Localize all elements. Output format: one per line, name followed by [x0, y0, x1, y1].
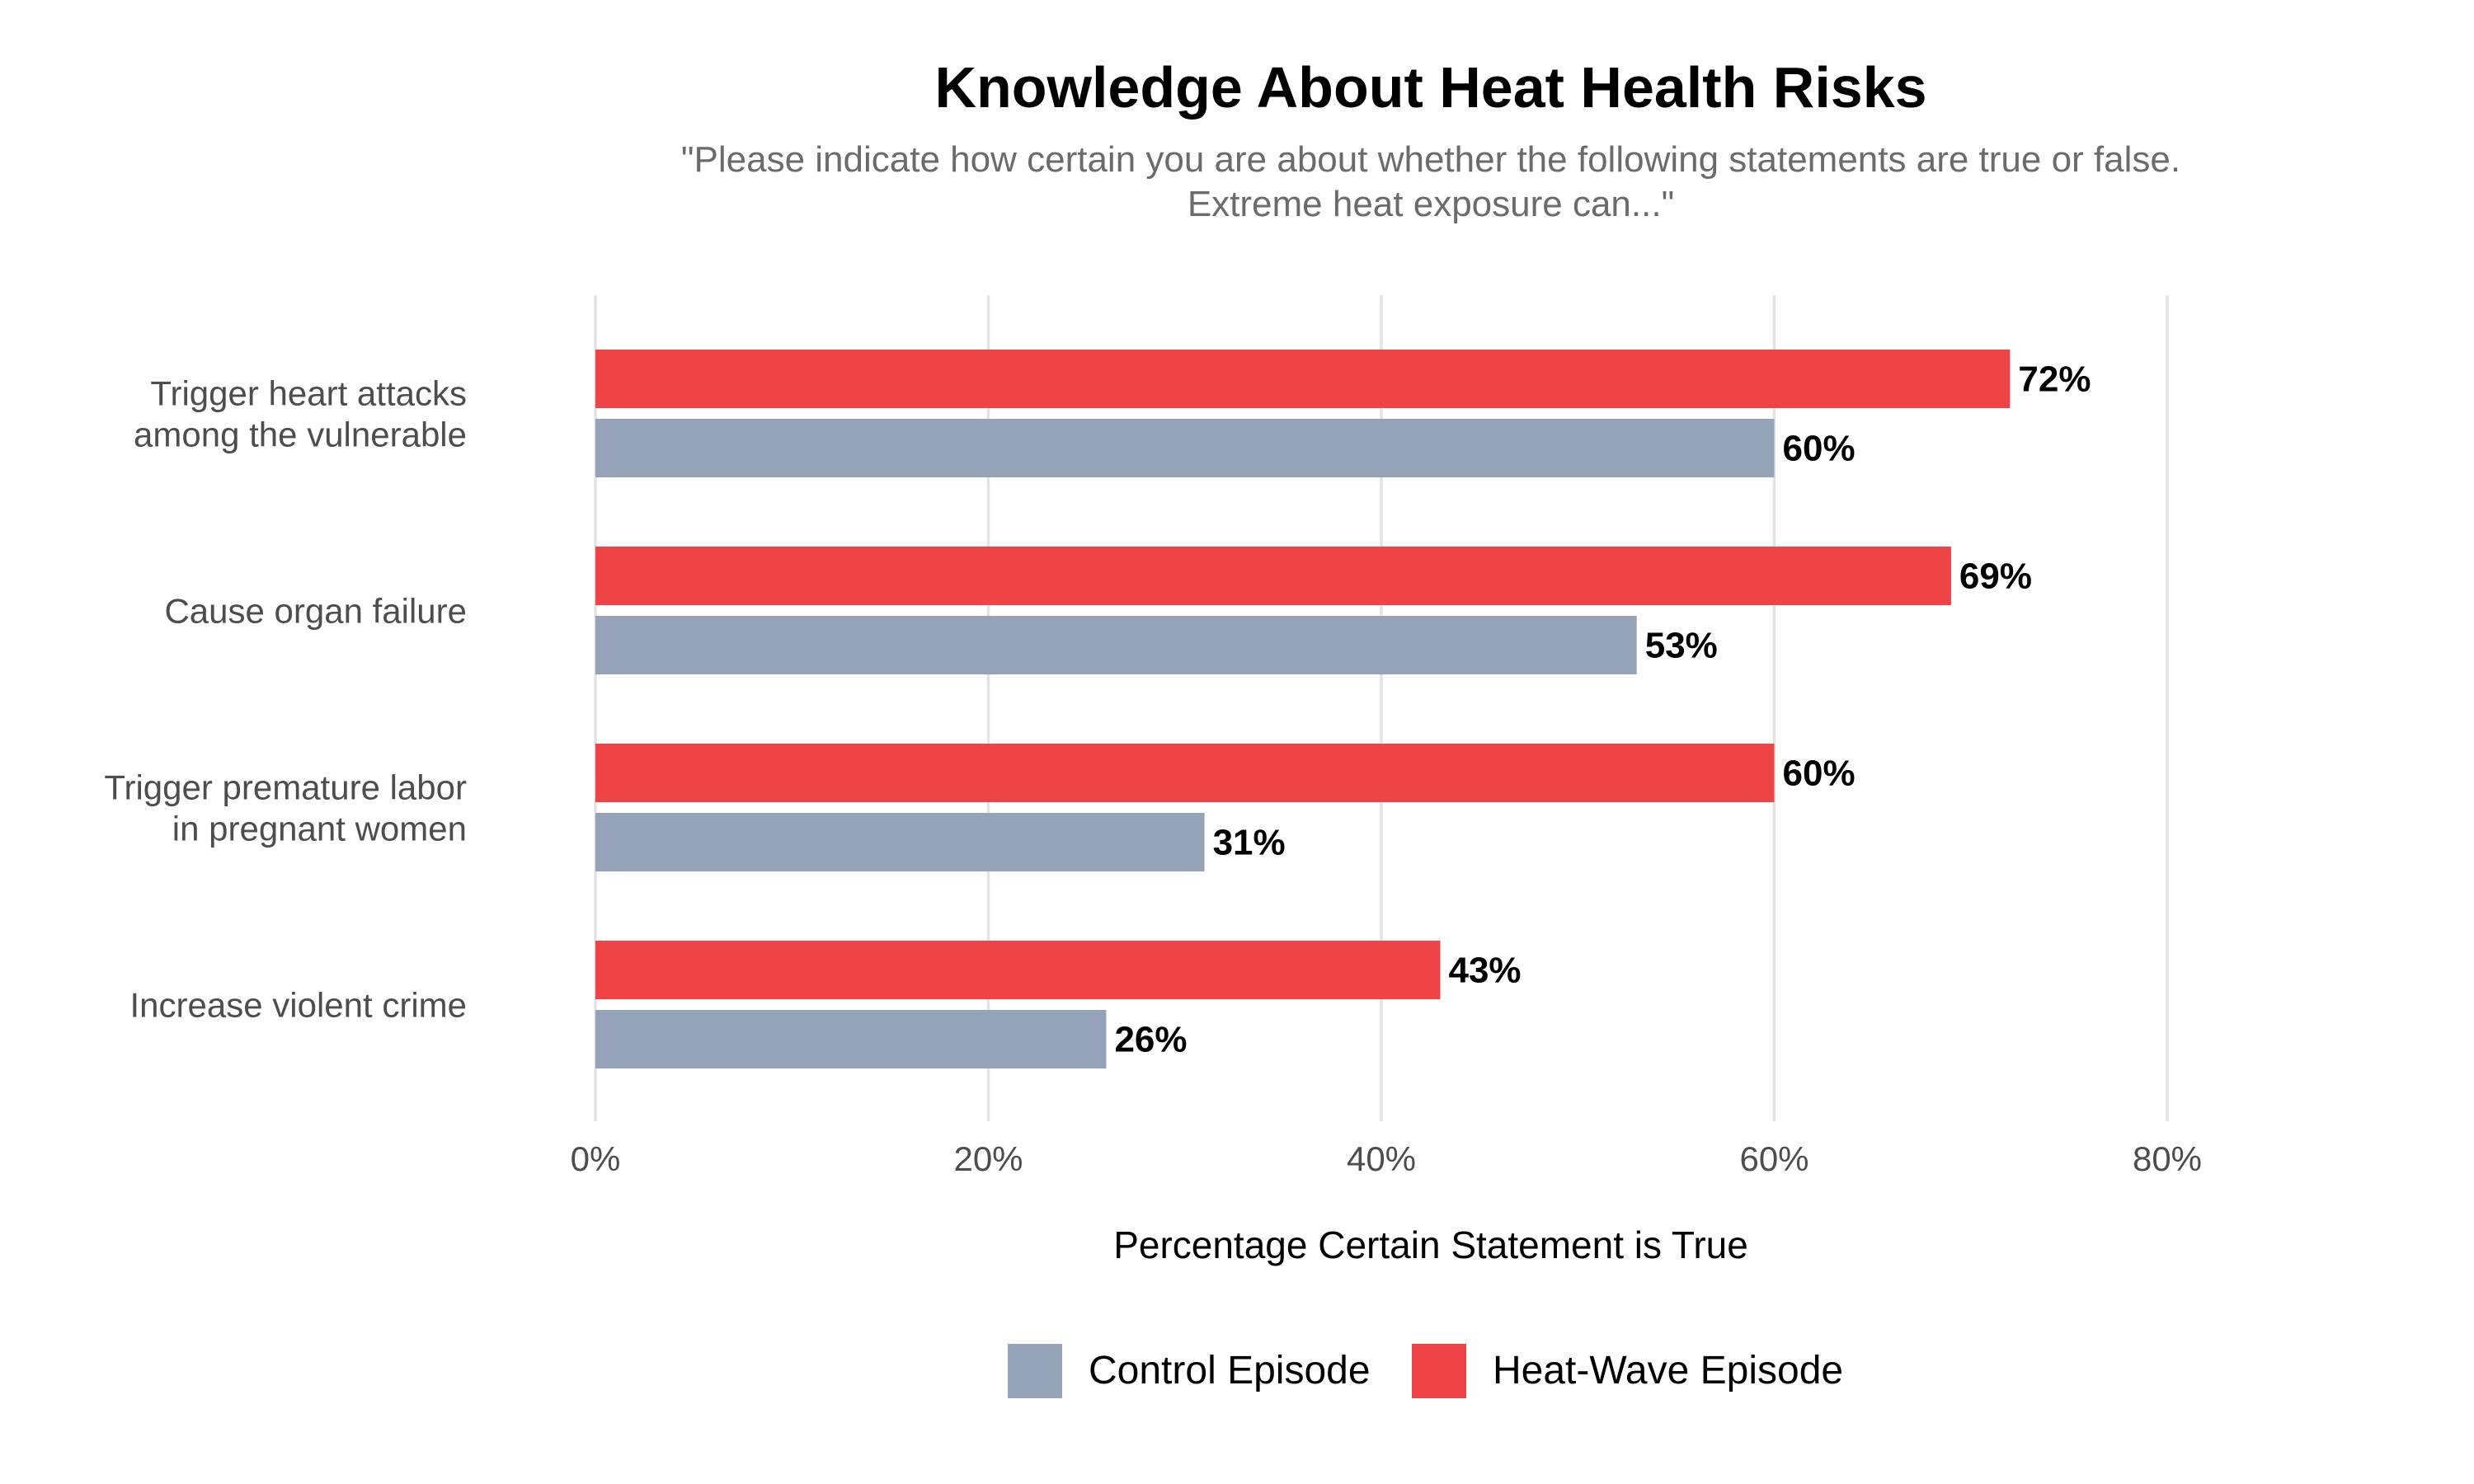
- bar-control-3: [595, 813, 1205, 871]
- legend-swatch-heat-wave: [1412, 1344, 1466, 1398]
- legend-label-control: Control Episode: [1089, 1349, 1371, 1392]
- x-tick-label: 20%: [953, 1139, 1023, 1178]
- bar-heat-wave-4: [595, 941, 1441, 999]
- data-label: 69%: [1959, 556, 2032, 597]
- legend-label-heat-wave: Heat-Wave Episode: [1493, 1349, 1843, 1392]
- data-label: 60%: [1783, 754, 1856, 794]
- bar-control-2: [595, 616, 1637, 674]
- data-labels: 72% 60% 69% 53% 60% 31% 43% 26%: [1114, 359, 2091, 1060]
- x-tick-labels: 0% 20% 40% 60% 80%: [571, 1139, 2202, 1178]
- legend-swatch-control: [1008, 1344, 1062, 1398]
- category-label: Cause organ failure: [164, 592, 467, 631]
- category-label: Trigger premature labor: [104, 768, 467, 807]
- x-tick-label: 0%: [571, 1139, 621, 1178]
- category-label: in pregnant women: [172, 810, 467, 848]
- chart-title: Knowledge About Heat Health Risks: [934, 55, 1926, 120]
- legend: Control Episode Heat-Wave Episode: [1008, 1344, 1843, 1398]
- x-tick-label: 40%: [1347, 1139, 1416, 1178]
- data-label: 26%: [1114, 1020, 1187, 1060]
- x-tick-label: 60%: [1739, 1139, 1808, 1178]
- chart-subtitle-line-1: "Please indicate how certain you are abo…: [681, 139, 2180, 180]
- category-label: Increase violent crime: [130, 986, 468, 1025]
- data-label: 31%: [1213, 823, 1286, 863]
- bar-heat-wave-3: [595, 744, 1775, 802]
- bar-control-4: [595, 1010, 1107, 1068]
- bars: [595, 350, 2011, 1068]
- category-label: Trigger heart attacks: [150, 374, 467, 413]
- category-label: among the vulnerable: [134, 416, 467, 454]
- data-label: 60%: [1783, 429, 1856, 469]
- bar-control-1: [595, 419, 1775, 477]
- data-label: 53%: [1645, 626, 1718, 666]
- x-axis-title: Percentage Certain Statement is True: [1113, 1223, 1748, 1266]
- bar-heat-wave-2: [595, 547, 1951, 605]
- data-label: 72%: [2018, 359, 2091, 400]
- bar-heat-wave-1: [595, 350, 2011, 408]
- chart-subtitle-line-2: Extreme heat exposure can...": [1188, 184, 1674, 224]
- data-label: 43%: [1448, 951, 1521, 991]
- x-tick-label: 80%: [2133, 1139, 2202, 1178]
